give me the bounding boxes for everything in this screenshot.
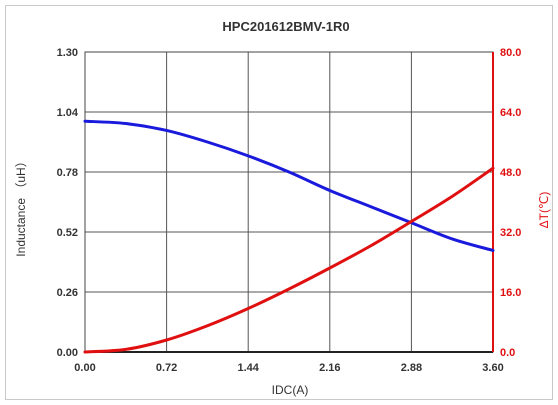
left-tick-label: 0.78: [57, 167, 78, 179]
chart-frame: [5, 5, 553, 400]
left-axis-label: Inductance （uH）: [14, 155, 28, 256]
left-tick-labels: 0.00 0.26 0.52 0.78 1.04 1.30: [57, 47, 79, 359]
chart-title: HPC201612BMV-1R0: [222, 19, 349, 34]
left-tick-label: 0.00: [57, 347, 78, 359]
bottom-tick-label: 1.44: [237, 362, 259, 374]
left-tick-label: 0.26: [57, 287, 78, 299]
x-axis-label: IDC(A): [272, 383, 309, 397]
right-tick-labels: 0.0 16.0 32.0 48.0 64.0 80.0: [500, 47, 521, 359]
series-layer: [83, 119, 495, 354]
bottom-tick-labels: 0.00 0.72 1.44 2.16 2.88 3.60: [74, 362, 503, 374]
right-tick-label: 48.0: [500, 167, 521, 179]
right-tick-label: 64.0: [500, 107, 521, 119]
right-axis-label: ΔT(℃): [537, 192, 551, 229]
right-tick-label: 32.0: [500, 227, 521, 239]
plot-border: [84, 51, 494, 353]
right-tick-label: 16.0: [500, 287, 521, 299]
right-tick-label: 0.0: [500, 347, 515, 359]
bottom-tick-label: 2.16: [319, 362, 340, 374]
left-tick-label: 1.30: [57, 47, 78, 59]
inductance-line: [83, 119, 495, 252]
bottom-tick-label: 0.00: [74, 362, 95, 374]
right-tick-label: 80.0: [500, 47, 521, 59]
bottom-tick-label: 3.60: [482, 362, 503, 374]
left-tick-label: 0.52: [57, 227, 78, 239]
bottom-tick-label: 2.88: [401, 362, 422, 374]
temperature-rise-line: [83, 166, 495, 354]
grid-lines: [85, 52, 493, 352]
left-tick-label: 1.04: [57, 107, 79, 119]
bottom-tick-label: 0.72: [156, 362, 177, 374]
